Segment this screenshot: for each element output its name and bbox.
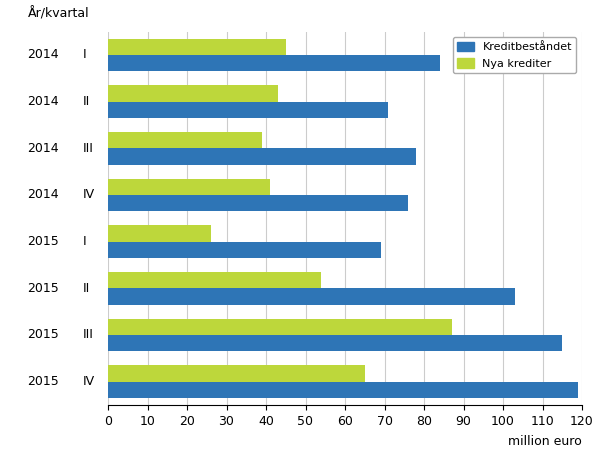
- Text: IV: IV: [83, 375, 95, 388]
- Bar: [108, 179, 270, 195]
- Bar: [108, 195, 408, 211]
- Text: III: III: [83, 142, 94, 155]
- Text: 2015: 2015: [28, 328, 59, 342]
- Text: 2015: 2015: [28, 282, 59, 295]
- Bar: [108, 132, 262, 148]
- Text: 2014: 2014: [28, 95, 59, 108]
- Text: II: II: [83, 282, 90, 295]
- Bar: [108, 365, 365, 382]
- Text: 2014: 2014: [28, 189, 59, 202]
- Text: I: I: [83, 235, 86, 248]
- Text: III: III: [83, 328, 94, 342]
- Bar: [108, 335, 562, 351]
- Bar: [108, 55, 440, 71]
- Bar: [108, 272, 322, 288]
- Text: År/kvartal: År/kvartal: [28, 7, 89, 20]
- Bar: [108, 85, 278, 102]
- Bar: [108, 39, 286, 55]
- Text: IV: IV: [83, 189, 95, 202]
- Text: 2015: 2015: [28, 235, 59, 248]
- Text: II: II: [83, 95, 90, 108]
- Text: I: I: [83, 48, 86, 61]
- Bar: [108, 225, 211, 242]
- Text: 2014: 2014: [28, 48, 59, 61]
- Bar: [108, 242, 380, 258]
- Text: 2015: 2015: [28, 375, 59, 388]
- Bar: [108, 148, 416, 165]
- Legend: Kreditbeståndet, Nya krediter: Kreditbeståndet, Nya krediter: [452, 37, 577, 73]
- Bar: [108, 319, 452, 335]
- Bar: [108, 102, 388, 118]
- Text: 2014: 2014: [28, 142, 59, 155]
- Bar: [108, 288, 515, 305]
- Bar: [108, 382, 578, 398]
- X-axis label: million euro: million euro: [508, 435, 582, 448]
